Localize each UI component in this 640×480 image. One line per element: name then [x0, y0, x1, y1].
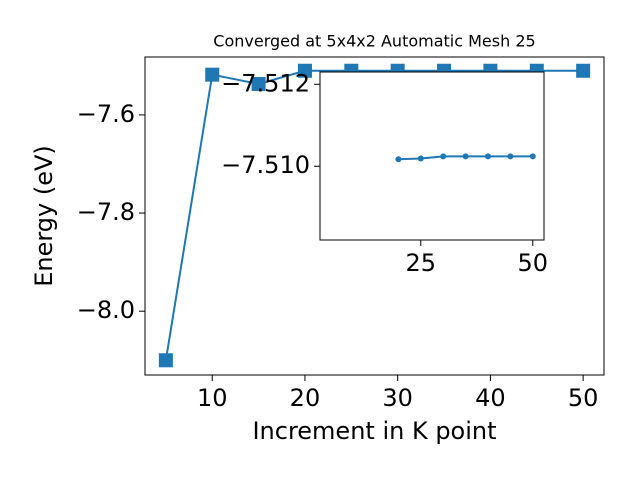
marker — [205, 67, 220, 82]
marker — [158, 353, 173, 368]
marker — [529, 153, 536, 160]
x-tick-label: 40 — [475, 384, 506, 412]
data — [164, 69, 584, 361]
x-tick-label: 20 — [290, 384, 321, 412]
axes: 25 50 −7.512 −7.510 — [221, 69, 548, 277]
x-tick-label: 50 — [568, 384, 599, 412]
x-tick-label: 10 — [197, 384, 228, 412]
y-tick-label: −7.6 — [77, 100, 135, 128]
y-tick-label: −7.510 — [221, 151, 310, 179]
marker — [297, 63, 312, 78]
x-tick-label: 50 — [518, 249, 549, 277]
x-axis-label: Increment in K point — [252, 417, 496, 445]
data — [395, 153, 536, 163]
marker — [462, 153, 469, 160]
marker — [440, 153, 447, 160]
x-tick-label: 25 — [406, 249, 437, 277]
axes-frame — [319, 71, 545, 241]
chart-title: Converged at 5x4x2 Automatic Mesh 25 — [213, 32, 535, 51]
y-tick-label: −8.0 — [77, 296, 135, 324]
y-tick-label: −7.512 — [221, 69, 310, 97]
y-axis-label: Energy (eV) — [30, 145, 58, 287]
marker — [395, 156, 402, 163]
y-tick-label: −7.8 — [77, 198, 135, 226]
marker — [507, 153, 514, 160]
marker — [576, 63, 591, 78]
line — [164, 69, 584, 361]
x-tick-label: 30 — [382, 384, 413, 412]
axes-frame — [144, 56, 605, 376]
marker — [417, 155, 424, 162]
marker — [251, 76, 266, 91]
marker — [485, 153, 491, 160]
